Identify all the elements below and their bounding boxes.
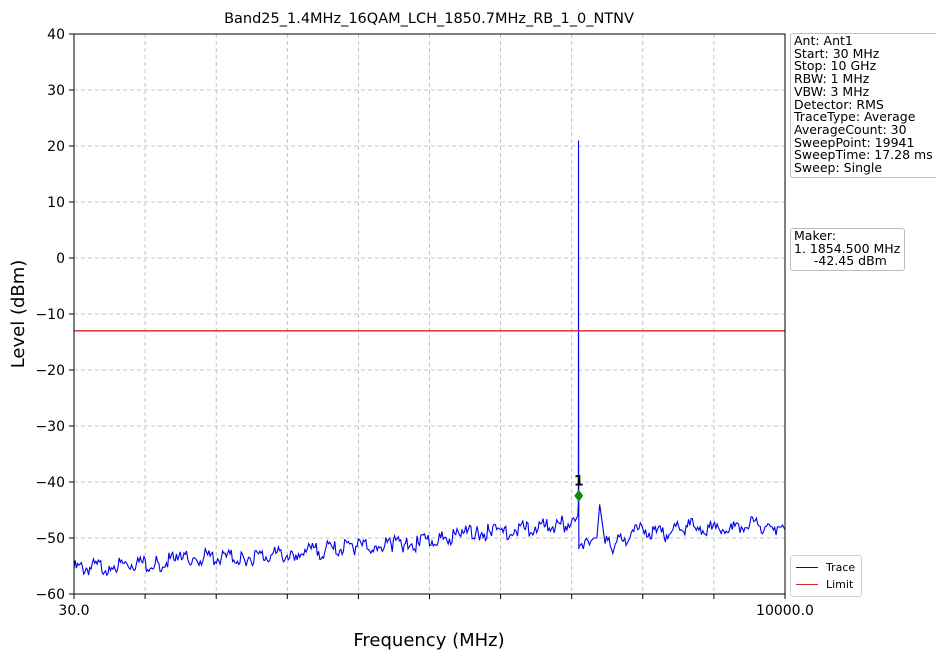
y-tick-label: −40 (35, 475, 65, 491)
sweep-info-line: RBW: 1 MHz (794, 71, 870, 87)
sweep-info-line: Ant: Ant1 (794, 33, 853, 48)
series-group (74, 140, 785, 577)
legend-label: Trace (826, 561, 856, 574)
marker-readout-box: Maker: 1. 1854.500 MHz -42.45 dBm (790, 228, 906, 272)
sweep-info-line: Start: 30 MHz (794, 45, 880, 61)
legend-item: Trace (796, 559, 855, 576)
x-axis-label: Frequency (MHz) (353, 630, 504, 651)
legend-swatch (796, 584, 818, 585)
sweep-info-line: Sweep: Single (794, 160, 883, 176)
marker-readout-line: -42.45 dBm (794, 253, 887, 269)
y-tick-label: −30 (35, 419, 65, 435)
legend-label: Limit (826, 578, 854, 591)
legend-item: Limit (796, 576, 855, 593)
x-axis-ticks: 30.0 10000.0 (58, 594, 814, 619)
sweep-info-line: TraceType: Average (794, 109, 916, 125)
sweep-info-line: Stop: 10 GHz (794, 58, 877, 74)
y-tick-label: 10 (47, 195, 65, 211)
x-tick-label-start: 30.0 (58, 603, 89, 619)
y-tick-label: −20 (35, 363, 65, 379)
y-tick-label: 0 (56, 251, 65, 267)
series-trace (74, 140, 785, 577)
y-tick-label: 20 (47, 139, 65, 155)
y-axis-label: Level (dBm) (8, 260, 29, 369)
y-tick-label: −10 (35, 307, 65, 323)
sweep-info-line: Detector: RMS (794, 96, 884, 112)
y-tick-label: 40 (47, 27, 65, 43)
grid (74, 34, 785, 594)
sweep-info-line: AverageCount: 30 (794, 121, 907, 137)
marker-diamond (574, 489, 584, 502)
marker-group: 1 (574, 474, 584, 502)
sweep-info-line: VBW: 3 MHz (794, 83, 870, 99)
x-tick-label-end: 10000.0 (756, 603, 814, 619)
marker-readout-line: Maker: (794, 228, 837, 243)
legend: Trace Limit (790, 555, 863, 597)
y-tick-label: −50 (35, 531, 65, 547)
chart-title: Band25_1.4MHz_16QAM_LCH_1850.7MHz_RB_1_0… (224, 11, 634, 27)
y-axis-ticks: 40 30 20 10 0 −10 −20 −30 −40 −50 −60 (35, 27, 74, 603)
marker-label: 1 (574, 474, 584, 490)
marker-readout-line: 1. 1854.500 MHz (794, 240, 901, 256)
series-line (74, 140, 785, 577)
y-tick-label: −60 (35, 587, 65, 603)
y-tick-label: 30 (47, 83, 65, 99)
sweep-info-line: SweepPoint: 19941 (794, 134, 915, 150)
sweep-info-line: SweepTime: 17.28 ms (794, 147, 933, 163)
sweep-info-box: Ant: Ant1 Start: 30 MHz Stop: 10 GHz RBW: 1… (790, 33, 936, 178)
legend-swatch (796, 567, 818, 568)
